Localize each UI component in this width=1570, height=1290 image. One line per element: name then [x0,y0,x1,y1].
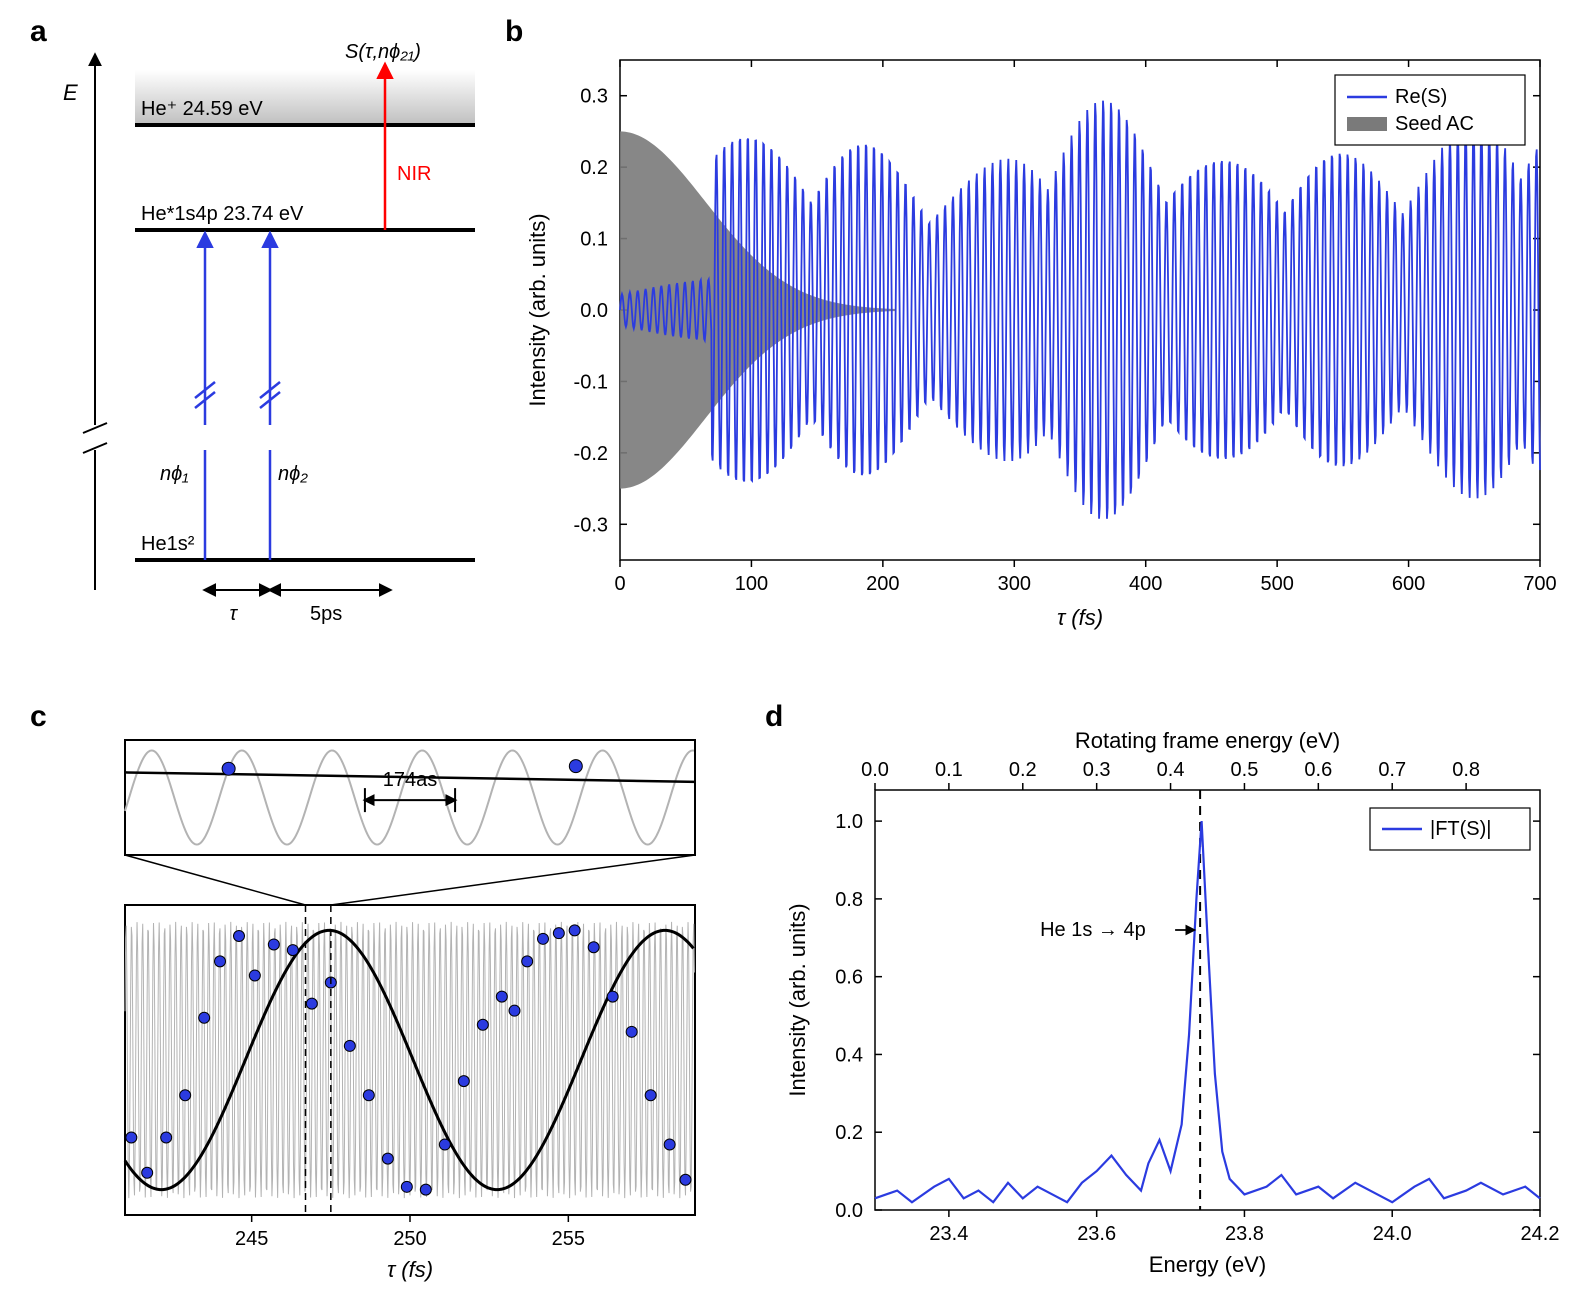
svg-text:He1s²: He1s² [141,533,195,555]
svg-text:23.6: 23.6 [1077,1223,1116,1245]
svg-text:-0.1: -0.1 [574,371,608,393]
svg-text:He⁺ 24.59 eV: He⁺ 24.59 eV [141,98,263,120]
svg-text:0.4: 0.4 [835,1044,863,1066]
svg-text:0.1: 0.1 [580,229,608,251]
svg-text:τ (fs): τ (fs) [387,1257,433,1282]
svg-text:23.8: 23.8 [1225,1223,1264,1245]
svg-text:nϕ₂: nϕ₂ [278,463,308,485]
svg-text:0.3: 0.3 [580,86,608,108]
panel-b-chart: 0 100 200 300 400 500 600 700 -0.3 -0.2 -0.1 0.0 0.1… [510,30,1560,650]
svg-text:245: 245 [235,1228,268,1250]
svg-text:Intensity (arb. units): Intensity (arb. units) [785,903,810,1096]
svg-text:0.2: 0.2 [580,157,608,179]
svg-text:Rotating frame energy (eV): Rotating frame energy (eV) [1075,728,1340,753]
panel-c-chart: 174as 245 250 255 τ (fs) [55,720,755,1290]
svg-text:600: 600 [1392,573,1425,595]
svg-text:-0.2: -0.2 [574,443,608,465]
svg-text:S(τ,nϕ₂₁): S(τ,nϕ₂₁) [345,41,421,63]
svg-text:100: 100 [735,573,768,595]
svg-text:Seed AC: Seed AC [1395,113,1474,135]
svg-text:0.2: 0.2 [835,1122,863,1144]
svg-text:0: 0 [614,573,625,595]
svg-text:0.1: 0.1 [935,759,963,781]
svg-text:0.3: 0.3 [1083,759,1111,781]
svg-text:1.0: 1.0 [835,811,863,833]
svg-text:250: 250 [393,1228,426,1250]
svg-text:0.8: 0.8 [1452,759,1480,781]
svg-text:5ps: 5ps [310,603,342,625]
svg-text:255: 255 [552,1228,585,1250]
svg-text:0.2: 0.2 [1009,759,1037,781]
svg-text:0.7: 0.7 [1378,759,1406,781]
svg-text:nϕ₁: nϕ₁ [160,463,189,485]
svg-text:Intensity (arb. units): Intensity (arb. units) [525,213,550,406]
svg-text:0.6: 0.6 [1304,759,1332,781]
svg-text:24.2: 24.2 [1521,1223,1560,1245]
svg-text:0.0: 0.0 [835,1200,863,1222]
svg-text:300: 300 [998,573,1031,595]
svg-text:0.0: 0.0 [861,759,889,781]
svg-text:He*1s4p 23.74 eV: He*1s4p 23.74 eV [141,203,304,225]
panel-d-chart: 23.4 23.6 23.8 24.0 24.2 0.0 0.1 0.2 0.3 0.4 0.5 0.… [770,720,1560,1290]
svg-text:|FT(S)|: |FT(S)| [1430,818,1491,840]
svg-text:700: 700 [1523,573,1556,595]
svg-text:174as: 174as [383,769,438,791]
svg-text:0.4: 0.4 [1157,759,1185,781]
svg-text:E: E [63,80,78,105]
svg-text:NIR: NIR [397,163,431,185]
svg-text:24.0: 24.0 [1373,1223,1412,1245]
svg-text:-0.3: -0.3 [574,514,608,536]
svg-text:0.0: 0.0 [580,300,608,322]
svg-text:0.5: 0.5 [1231,759,1259,781]
svg-text:τ: τ [230,603,239,625]
svg-text:He 1s → 4p: He 1s → 4p [1040,919,1146,941]
svg-text:400: 400 [1129,573,1162,595]
svg-text:0.6: 0.6 [835,967,863,989]
panel-a-diagram: E He⁺ 24.59 eV He*1s4p 23.74 eV He1s² nϕ₁ nϕ₂… [55,30,515,650]
svg-text:Energy (eV): Energy (eV) [1149,1252,1266,1277]
label-c: c [30,700,47,734]
svg-text:200: 200 [866,573,899,595]
svg-text:500: 500 [1260,573,1293,595]
svg-text:Re(S): Re(S) [1395,86,1447,108]
svg-text:0.8: 0.8 [835,889,863,911]
svg-text:τ (fs): τ (fs) [1057,605,1103,630]
svg-text:23.4: 23.4 [929,1223,968,1245]
label-a: a [30,15,47,49]
